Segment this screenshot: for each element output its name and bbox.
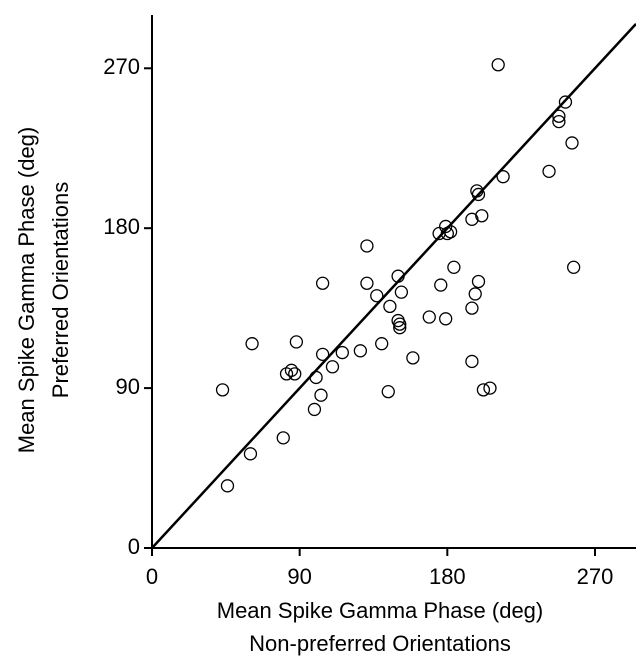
point	[289, 335, 304, 349]
point	[443, 225, 458, 239]
point	[440, 226, 454, 241]
x-tick-label: 90	[287, 564, 311, 589]
point	[496, 170, 510, 184]
point	[393, 317, 407, 331]
point	[335, 345, 349, 360]
point	[567, 260, 581, 274]
point	[288, 367, 302, 381]
point	[284, 363, 299, 377]
point	[375, 337, 389, 351]
x-axis-label: Mean Spike Gamma Phase (deg)	[217, 598, 544, 623]
identity-line	[151, 23, 636, 549]
point	[483, 381, 497, 395]
point	[243, 447, 258, 461]
y-tick-label: 0	[128, 534, 140, 559]
point	[315, 347, 330, 361]
point	[314, 388, 328, 402]
point	[491, 58, 505, 72]
point	[558, 95, 573, 109]
point	[307, 402, 322, 417]
x-tick-label: 0	[146, 564, 158, 589]
point	[353, 344, 368, 358]
point	[447, 260, 461, 274]
x-axis-label: Non-preferred Orientations	[249, 631, 511, 656]
y-tick-label: 180	[103, 214, 140, 239]
point	[309, 370, 323, 385]
point	[475, 209, 489, 223]
point	[552, 114, 566, 129]
point	[465, 354, 479, 369]
point	[471, 274, 486, 289]
point	[315, 276, 330, 290]
point	[383, 299, 397, 314]
y-tick-label: 270	[103, 54, 140, 79]
y-tick-label: 90	[116, 374, 140, 399]
point	[465, 212, 479, 226]
point	[406, 351, 420, 365]
point	[439, 312, 453, 326]
y-axis-label: Preferred Orientations	[48, 182, 73, 398]
x-tick-label: 180	[429, 564, 466, 589]
point	[391, 269, 405, 283]
x-tick-label: 270	[577, 564, 614, 589]
point	[215, 383, 230, 397]
point	[394, 285, 409, 299]
point	[393, 321, 407, 335]
y-axis-label: Mean Spike Gamma Phase (deg)	[14, 127, 39, 454]
point	[370, 289, 384, 303]
point	[360, 239, 374, 253]
point	[276, 431, 290, 445]
point	[360, 276, 374, 290]
point	[565, 136, 579, 150]
point	[552, 109, 566, 123]
point	[422, 310, 436, 324]
point	[471, 187, 486, 202]
point	[325, 360, 340, 374]
point	[465, 301, 479, 315]
point	[245, 337, 259, 351]
point	[476, 383, 491, 397]
point	[381, 385, 395, 399]
point	[468, 287, 482, 301]
point	[434, 278, 448, 292]
point	[220, 479, 235, 493]
point	[542, 164, 556, 178]
